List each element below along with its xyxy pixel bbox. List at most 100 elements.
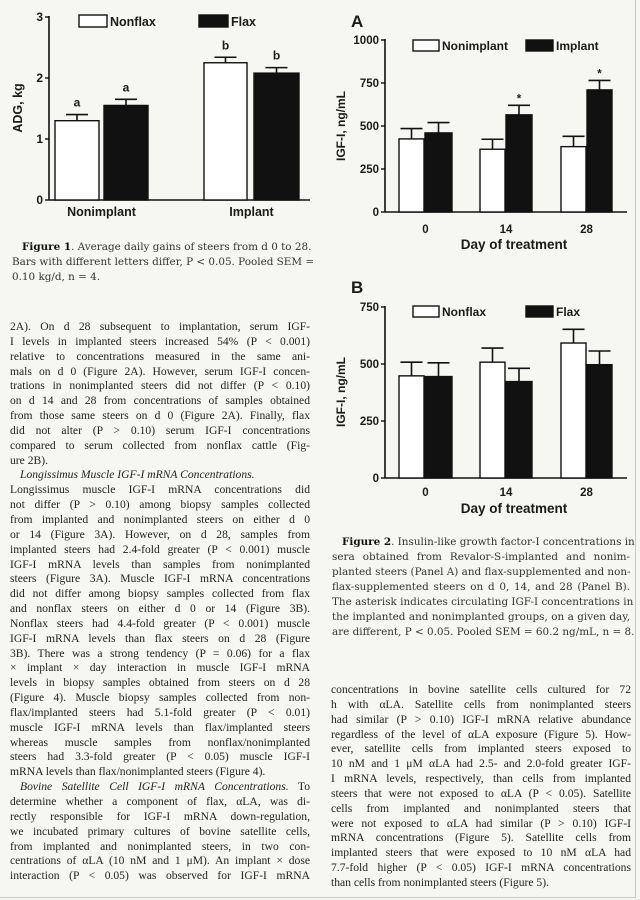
caption-figure-label: Figure 2 xyxy=(342,536,392,548)
text-content: 10 nM and 1 μM αLA had 2.5- and 2.0-fold… xyxy=(331,757,631,771)
y-tick-label: 0 xyxy=(36,193,43,207)
x-category-label: 28 xyxy=(580,487,593,499)
bar-flax xyxy=(103,104,149,201)
text-content: from implanted and nonimplanted steers o… xyxy=(10,512,310,526)
text-line: (Figure 4). Muscle biopsy samples collec… xyxy=(10,691,310,706)
x-category-label: 14 xyxy=(500,487,513,499)
significance-label: b xyxy=(222,38,229,52)
x-category-label: 0 xyxy=(422,224,428,236)
y-tick-label: 750 xyxy=(360,302,379,314)
text-content: mRNA concentrations (Figure 5). Satellit… xyxy=(331,831,631,845)
legend-swatch xyxy=(412,39,440,52)
panel-label: A xyxy=(351,12,363,31)
text-line: ever, satellite cells from implanted ste… xyxy=(331,742,631,757)
bar-flax xyxy=(253,72,300,201)
text-line: IGF-I mRNA levels than flax steers on d … xyxy=(10,632,310,647)
caption-line: sera obtained from Revalor-S-implanted a… xyxy=(332,550,630,565)
text-content: 2A). On d 28 subsequent to implantation,… xyxy=(10,320,310,333)
text-content: compared to serum collected from nonflax… xyxy=(10,438,310,452)
text-content: we incubated primary cultures of bovine … xyxy=(10,824,310,838)
caption-line: flax-supplemented steers on d 0, 14, and… xyxy=(332,580,630,595)
legend-label: Nonflax xyxy=(110,15,156,29)
text-content: did not differ among biopsy samples coll… xyxy=(10,587,310,601)
caption-text: Bars with different letters differ, P < … xyxy=(12,256,315,268)
text-content: I levels in implanted steers increased 5… xyxy=(10,334,310,348)
text-content: steers had 3.3-fold greater (P < 0.05) m… xyxy=(10,750,310,764)
legend-label: Nonflax xyxy=(442,305,486,319)
caption-figure-label: Figure 1 xyxy=(22,241,72,253)
text-content: interaction (P < 0.05) was observed for … xyxy=(10,869,310,883)
text-line: rectly responsible for IGF-I mRNA down-r… xyxy=(10,810,310,825)
text-content: h with αLA. Satellite cells from nonimpl… xyxy=(331,697,631,711)
text-content: IGF-I mRNA levels than flax steers on d … xyxy=(10,631,310,645)
text-line: than cells from nonimplanted steers (Fig… xyxy=(331,876,631,891)
text-line: trations in nonimplanted steers did not … xyxy=(10,379,310,394)
caption-line: are different, P < 0.05. Pooled SEM = 60… xyxy=(332,625,634,640)
bar-nonimplant xyxy=(560,145,587,213)
text-line: muscle IGF-I mRNA levels than flax/impla… xyxy=(10,721,310,736)
text-content: regardless of the level of αLA exposure … xyxy=(331,727,631,741)
text-line: from implanted and nonimplanted steers, … xyxy=(10,840,310,855)
text-content: from implanted and nonimplanted steers, … xyxy=(10,839,310,853)
figure2b-chart: 0 250 500 750 IGF-I, ng/mL Day of treatment B 0… xyxy=(334,278,627,516)
text-line: compared to serum collected from nonflax… xyxy=(10,439,310,454)
y-tick-label: 1000 xyxy=(353,35,379,47)
bar-nonimplant xyxy=(479,148,506,213)
bar-nonflax xyxy=(398,375,425,479)
text-content: than cells from nonimplanted steers (Fig… xyxy=(331,875,549,889)
y-tick-label: 500 xyxy=(360,359,379,371)
x-axis-label: Day of treatment xyxy=(461,237,568,252)
text-content: had similar (P > 0.10) IGF-I mRNA relati… xyxy=(331,712,631,726)
text-content: steers that were not exposed to αLA (P <… xyxy=(331,786,631,800)
text-line: mRNA levels than flax/nonimplanted steer… xyxy=(10,765,310,780)
text-line: Nonflax steers had 4.4-fold greater (P <… xyxy=(10,617,310,632)
text-line: cells from implanted and nonimplanted st… xyxy=(331,802,631,817)
caption-text: The asterisk indicates circulating IGF-I… xyxy=(332,596,634,608)
text-content: on d 14 and 28 from concentrations of sa… xyxy=(10,394,310,408)
text-line: regardless of the level of αLA exposure … xyxy=(331,728,631,743)
text-line: not differ (P > 0.10) among biopsy sampl… xyxy=(10,498,310,513)
caption-line: Figure 1. Average daily gains of steers … xyxy=(12,240,312,255)
y-axis-label: IGF-I, ng/mL xyxy=(334,91,348,161)
text-content: not differ (P > 0.10) among biopsy sampl… xyxy=(10,498,310,512)
text-content: Longissimus muscle IGF-I mRNA concentrat… xyxy=(10,483,310,497)
caption-line: 0.10 kg/d, n = 4. xyxy=(12,270,308,285)
text-content: muscle IGF-I mRNA levels than flax/impla… xyxy=(10,720,310,734)
text-line: IGF-I mRNA levels than samples from noni… xyxy=(10,558,310,573)
text-line: did not differ among biopsy samples coll… xyxy=(10,587,310,602)
text-content: 7.7-fold higher (P < 0.05) IGF-I mRNA co… xyxy=(331,861,631,875)
bar-implant xyxy=(505,114,533,213)
text-line: 7.7-fold higher (P < 0.05) IGF-I mRNA co… xyxy=(331,861,631,876)
panel-label: B xyxy=(351,278,363,297)
text-content: trations in nonimplanted steers did not … xyxy=(10,379,310,393)
text-line: implanted steers had 2.4-fold greater (P… xyxy=(10,543,310,558)
significance-label: a xyxy=(74,96,81,110)
figure1-chart: 0 1 2 3 ADG, kg Nonimplant a a Implant b b Nonflax F… xyxy=(11,10,310,219)
text-line: mRNA concentrations (Figure 5). Satellit… xyxy=(331,831,631,846)
caption-text: . Average daily gains of steers from d 0… xyxy=(71,241,312,253)
text-line: steers that were not exposed to αLA (P <… xyxy=(331,787,631,802)
text-content: ure 2B). xyxy=(10,453,48,467)
text-line: I mRNA levels, respectively, than cells … xyxy=(331,772,631,787)
caption-text: sera obtained from Revalor-S-implanted a… xyxy=(332,551,630,563)
caption-text: 0.10 kg/d, n = 4. xyxy=(12,271,101,283)
x-category-label: Nonimplant xyxy=(67,205,137,219)
caption-line: Bars with different letters differ, P < … xyxy=(12,255,314,270)
text-content: To xyxy=(288,780,310,794)
y-tick-label: 500 xyxy=(360,121,379,133)
text-line: Longissimus Muscle IGF-I mRNA Concentrat… xyxy=(10,468,310,483)
x-category-label: 14 xyxy=(500,224,513,236)
text-line: from those same steers on d 0 (Figure 2A… xyxy=(10,409,310,424)
text-line: and nonflax steers on either d 0 or 14 (… xyxy=(10,602,310,617)
y-tick-label: 750 xyxy=(360,78,379,90)
text-content: relative to concentrations measured in t… xyxy=(10,349,310,363)
text-line: 3B). There was a strong tendency (P = 0.… xyxy=(10,647,310,662)
text-content: mRNA levels than flax/nonimplanted steer… xyxy=(10,765,266,779)
x-category-label: Implant xyxy=(229,205,274,219)
text-line: Longissimus muscle IGF-I mRNA concentrat… xyxy=(10,483,310,498)
text-line: we incubated primary cultures of bovine … xyxy=(10,825,310,840)
text-line: 2A). On d 28 subsequent to implantation,… xyxy=(10,320,310,335)
figure2-caption: Figure 2. Insulin-like growth factor-I c… xyxy=(332,535,635,640)
text-line: from implanted and nonimplanted steers o… xyxy=(10,513,310,528)
y-tick-label: 1 xyxy=(36,132,43,146)
